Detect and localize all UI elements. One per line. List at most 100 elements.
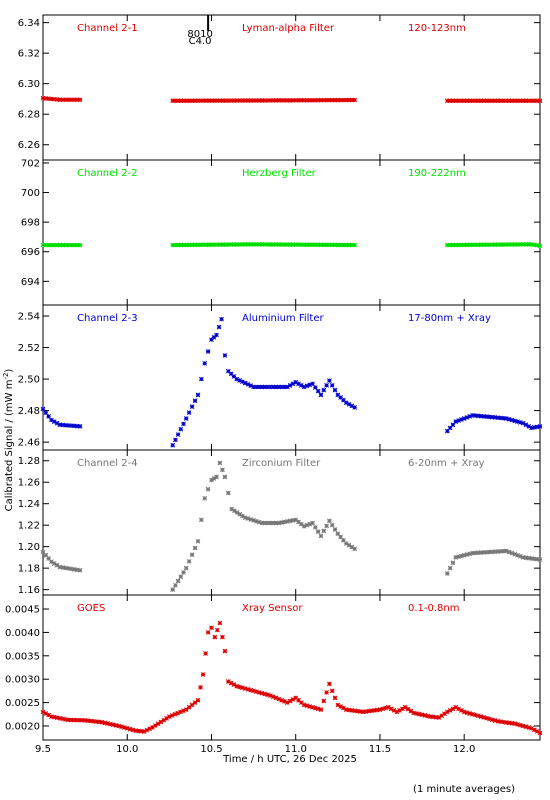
data-point bbox=[318, 392, 324, 398]
data-point bbox=[343, 707, 349, 712]
data-point bbox=[369, 708, 374, 714]
data-point bbox=[222, 648, 228, 654]
data-point bbox=[248, 383, 254, 388]
data-point bbox=[352, 708, 358, 714]
data-point bbox=[343, 97, 349, 103]
data-point bbox=[453, 242, 459, 248]
data-point bbox=[43, 711, 49, 716]
data-point bbox=[352, 97, 358, 103]
data-point bbox=[237, 378, 242, 383]
data-point bbox=[172, 711, 178, 717]
data-point bbox=[46, 712, 51, 718]
data-point bbox=[332, 527, 338, 532]
data-series-segment-1 bbox=[40, 406, 83, 429]
panel-frame bbox=[42, 594, 541, 741]
panel-band-label: 0.1-0.8nm bbox=[408, 603, 460, 614]
data-point bbox=[402, 704, 408, 710]
data-point bbox=[240, 513, 245, 519]
data-series-segment-2 bbox=[170, 241, 358, 248]
data-point bbox=[332, 242, 338, 248]
data-point bbox=[170, 587, 176, 592]
data-point bbox=[74, 717, 80, 723]
data-point bbox=[273, 520, 279, 526]
data-point bbox=[495, 415, 501, 421]
data-point bbox=[240, 242, 245, 247]
data-point bbox=[484, 242, 490, 248]
data-point bbox=[214, 474, 219, 480]
data-point bbox=[187, 98, 192, 104]
data-point bbox=[231, 374, 237, 379]
panel-band-label: 190-222nm bbox=[408, 168, 466, 179]
data-point bbox=[498, 242, 504, 247]
data-point bbox=[290, 242, 296, 247]
data-point bbox=[324, 383, 329, 388]
data-point bbox=[205, 486, 211, 492]
data-point bbox=[229, 506, 235, 512]
data-point bbox=[296, 381, 301, 387]
data-point bbox=[212, 242, 217, 248]
data-point bbox=[251, 241, 256, 247]
data-point bbox=[240, 685, 245, 691]
data-point bbox=[327, 242, 332, 248]
data-point bbox=[327, 518, 332, 524]
data-point bbox=[71, 567, 77, 572]
data-point bbox=[234, 376, 240, 382]
data-point bbox=[63, 97, 68, 103]
data-point bbox=[276, 242, 282, 247]
data-point bbox=[69, 566, 74, 572]
data-point bbox=[144, 727, 150, 733]
data-point bbox=[450, 422, 456, 428]
footnote: (1 minute averages) bbox=[413, 784, 515, 795]
data-point bbox=[315, 242, 321, 248]
data-point bbox=[40, 549, 46, 555]
data-point bbox=[307, 521, 313, 527]
data-point bbox=[349, 97, 355, 103]
data-series-segment-1 bbox=[40, 620, 543, 736]
data-point bbox=[293, 517, 299, 523]
data-point bbox=[453, 419, 459, 424]
data-point bbox=[526, 242, 532, 247]
data-point bbox=[178, 709, 183, 715]
data-point bbox=[231, 682, 237, 688]
data-point bbox=[475, 242, 481, 248]
data-point bbox=[203, 242, 209, 248]
data-point bbox=[341, 397, 346, 403]
data-point bbox=[152, 723, 158, 728]
data-point bbox=[537, 730, 543, 736]
data-point bbox=[51, 561, 57, 566]
data-point bbox=[189, 404, 195, 410]
data-point bbox=[276, 384, 282, 390]
data-series-segment-1 bbox=[40, 242, 83, 248]
data-point bbox=[523, 555, 529, 561]
data-point bbox=[492, 718, 498, 723]
data-point bbox=[222, 474, 228, 480]
data-point bbox=[282, 384, 287, 390]
y-tick-label: 1.20 bbox=[18, 542, 40, 553]
data-point bbox=[209, 242, 215, 248]
data-point bbox=[245, 98, 251, 103]
data-point bbox=[484, 414, 490, 419]
data-point bbox=[201, 98, 206, 104]
data-point bbox=[444, 242, 450, 248]
data-point bbox=[324, 690, 329, 695]
data-point bbox=[136, 728, 141, 734]
data-point bbox=[489, 414, 495, 420]
x-tick-label: 11.0 bbox=[285, 744, 307, 755]
data-point bbox=[268, 693, 273, 698]
data-point bbox=[209, 477, 214, 483]
data-point bbox=[324, 523, 329, 529]
data-point bbox=[108, 721, 113, 727]
data-point bbox=[65, 717, 71, 723]
data-point bbox=[304, 522, 310, 528]
data-point bbox=[475, 413, 481, 419]
data-point bbox=[444, 571, 450, 576]
data-point bbox=[63, 242, 69, 248]
data-point bbox=[170, 442, 176, 448]
data-point bbox=[66, 97, 71, 103]
data-point bbox=[503, 98, 509, 104]
data-point bbox=[69, 97, 74, 103]
data-point bbox=[259, 242, 265, 247]
data-point bbox=[228, 98, 234, 103]
data-point bbox=[43, 242, 49, 248]
data-point bbox=[489, 717, 495, 723]
